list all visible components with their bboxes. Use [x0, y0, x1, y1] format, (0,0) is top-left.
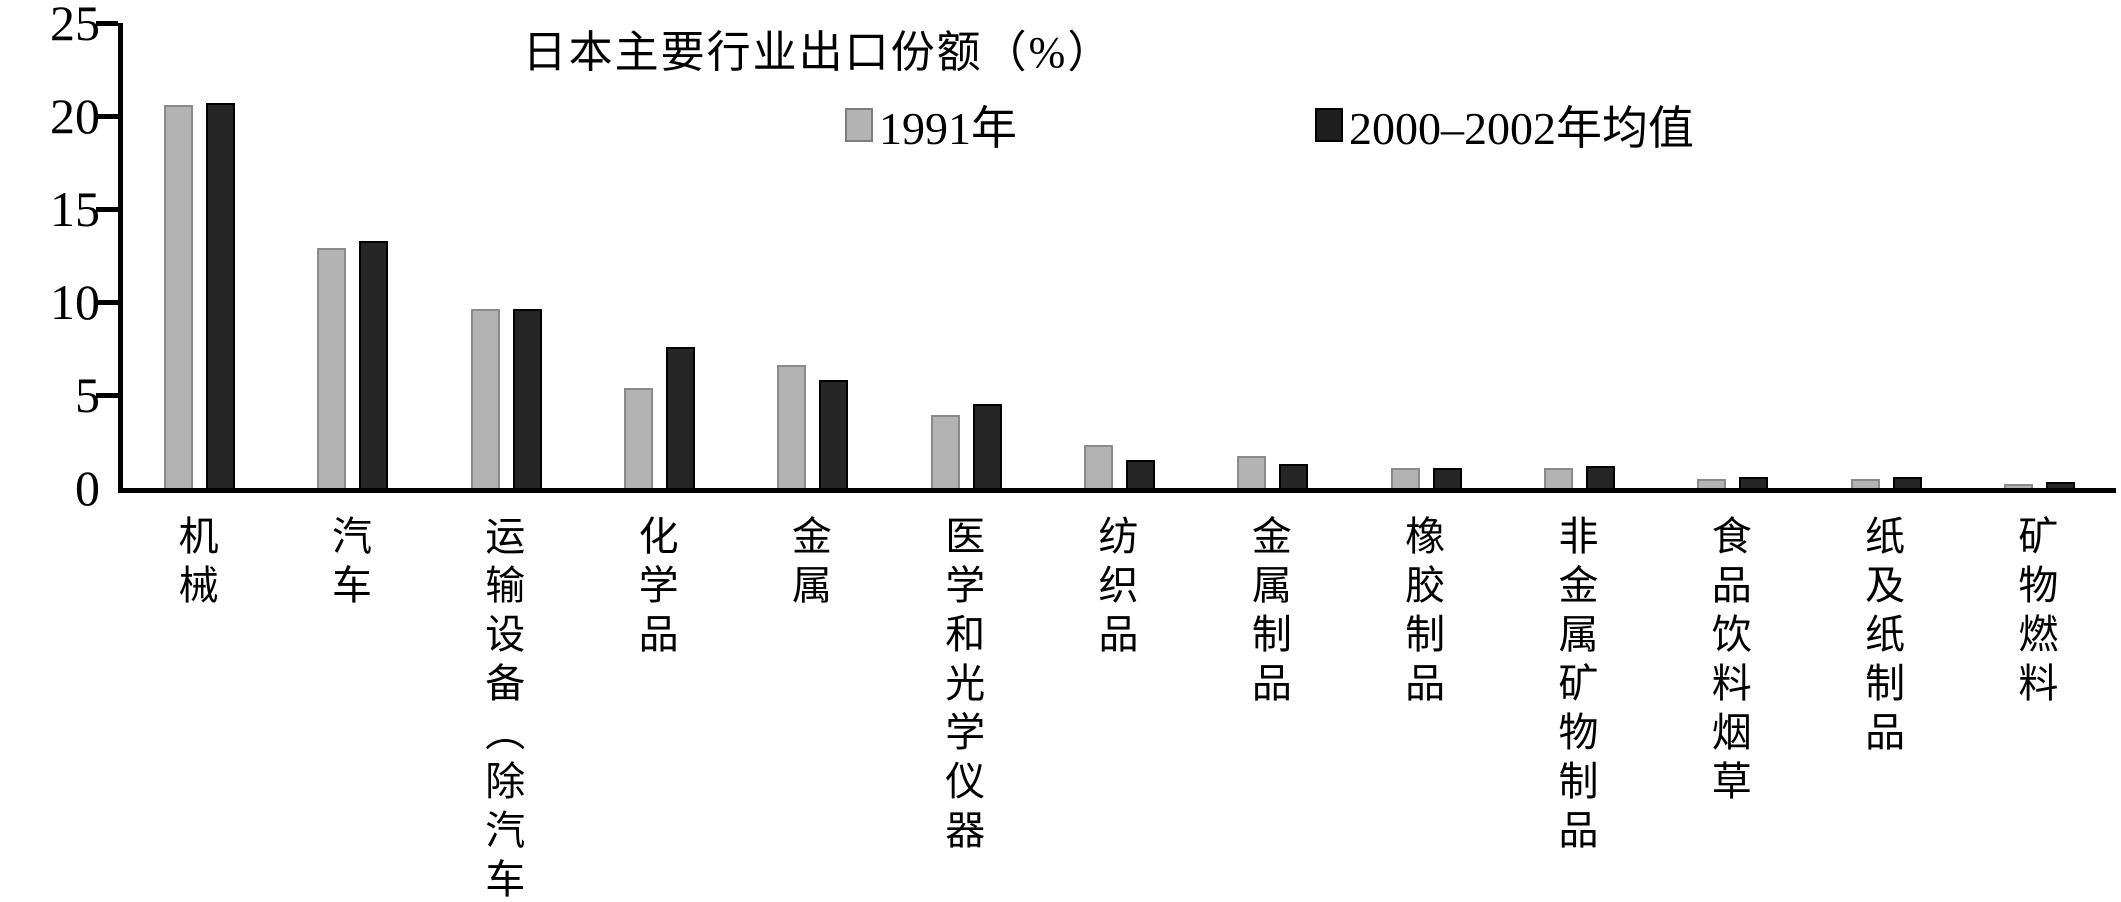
bar-2000-2002-5 [819, 380, 849, 488]
category-cell-5: 金属 [731, 515, 884, 902]
category-label-1: 机械 [172, 515, 218, 613]
category-cell-10: 非金属矿物制品 [1498, 515, 1651, 902]
y-axis-label-20: 20 [50, 88, 100, 144]
plot-area [96, 21, 2116, 493]
y-axis-tick-10 [96, 300, 118, 305]
category-cell-2: 汽车 [271, 515, 424, 902]
bar-2000-2002-13 [2045, 482, 2075, 488]
bar-1991-7 [1084, 445, 1114, 488]
bar-1991-6 [930, 415, 960, 488]
category-cell-12: 纸及纸制品 [1804, 515, 1957, 902]
bar-2000-2002-8 [1279, 464, 1309, 488]
bar-2000-2002-4 [666, 347, 696, 488]
bar-1991-2 [317, 248, 347, 488]
bar-group-4 [583, 23, 736, 488]
bar-1991-3 [470, 309, 500, 488]
category-label-3: 运输设备（除汽车） [479, 515, 525, 902]
category-label-9: 橡胶制品 [1399, 515, 1445, 711]
bar-2000-2002-6 [972, 404, 1002, 488]
category-cell-4: 化学品 [578, 515, 731, 902]
chart-title: 日本主要行业出口份额（%） [522, 28, 1114, 77]
legend-item-1991: 1991年 [845, 92, 1017, 158]
bar-2000-2002-7 [1126, 460, 1156, 488]
category-label-8: 金属制品 [1245, 515, 1291, 711]
legend-label-1991: 1991年 [879, 103, 1017, 154]
bar-2000-2002-12 [1892, 477, 1922, 488]
category-cell-8: 金属制品 [1191, 515, 1344, 902]
category-cell-6: 医学和光学仪器 [885, 515, 1038, 902]
bar-1991-10 [1543, 468, 1573, 488]
category-label-10: 非金属矿物制品 [1552, 515, 1598, 858]
category-axis-labels: 机械 汽车 运输设备（除汽车） 化学品 金属 医学和光学仪器 纺织品 金属制品 橡胶制品 非金属矿… [118, 515, 2111, 902]
bar-group-7 [1043, 23, 1196, 488]
bar-group-2 [276, 23, 429, 488]
bar-1991-1 [164, 105, 194, 488]
y-axis-label-5: 5 [75, 367, 100, 423]
category-cell-1: 机械 [118, 515, 271, 902]
category-cell-3: 运输设备（除汽车） [425, 515, 578, 902]
bar-group-3 [430, 23, 583, 488]
category-label-12: 纸及纸制品 [1859, 515, 1905, 760]
category-cell-11: 食品饮料烟草 [1651, 515, 1804, 902]
y-axis-tick-25 [96, 21, 118, 26]
bar-2000-2002-11 [1739, 477, 1769, 488]
category-cell-9: 橡胶制品 [1345, 515, 1498, 902]
bar-group-6 [890, 23, 1043, 488]
bar-groups [123, 23, 2116, 488]
bar-1991-4 [624, 388, 654, 488]
legend-label-2000-2002: 2000–2002年均值 [1349, 103, 1694, 154]
y-axis-tick-5 [96, 393, 118, 398]
bar-2000-2002-9 [1432, 468, 1462, 488]
legend-item-2000-2002: 2000–2002年均值 [1315, 92, 1694, 158]
category-label-2: 汽车 [325, 515, 371, 613]
category-label-13: 矿物燃料 [2012, 515, 2058, 711]
category-cell-13: 矿物燃料 [1958, 515, 2111, 902]
category-label-7: 纺织品 [1092, 515, 1138, 662]
category-label-4: 化学品 [632, 515, 678, 662]
y-axis-label-25: 25 [50, 0, 100, 51]
y-axis-label-10: 10 [50, 274, 100, 330]
bar-2000-2002-10 [1585, 466, 1615, 488]
bar-group-8 [1196, 23, 1349, 488]
bar-group-11 [1656, 23, 1809, 488]
bar-1991-13 [2003, 484, 2033, 488]
y-axis-label-0: 0 [75, 460, 100, 516]
y-axis-tick-20 [96, 114, 118, 119]
bar-group-10 [1503, 23, 1656, 488]
category-cell-7: 纺织品 [1038, 515, 1191, 902]
bar-1991-9 [1390, 468, 1420, 488]
bar-group-9 [1350, 23, 1503, 488]
category-label-6: 医学和光学仪器 [939, 515, 985, 858]
category-label-11: 食品饮料烟草 [1705, 515, 1751, 809]
bar-group-5 [736, 23, 889, 488]
bar-1991-12 [1850, 479, 1880, 488]
legend-swatch-1991 [845, 108, 873, 142]
category-label-5: 金属 [785, 515, 831, 613]
bar-group-1 [123, 23, 276, 488]
bar-2000-2002-3 [512, 309, 542, 488]
bar-group-12 [1809, 23, 1962, 488]
y-axis-label-15: 15 [50, 181, 100, 237]
bar-1991-5 [777, 365, 807, 488]
legend-swatch-2000-2002 [1315, 108, 1343, 142]
bar-1991-11 [1697, 479, 1727, 488]
y-axis-tick-15 [96, 207, 118, 212]
bar-1991-8 [1237, 456, 1267, 488]
bar-2000-2002-1 [206, 103, 236, 488]
bar-2000-2002-2 [359, 241, 389, 488]
bar-group-13 [1963, 23, 2116, 488]
